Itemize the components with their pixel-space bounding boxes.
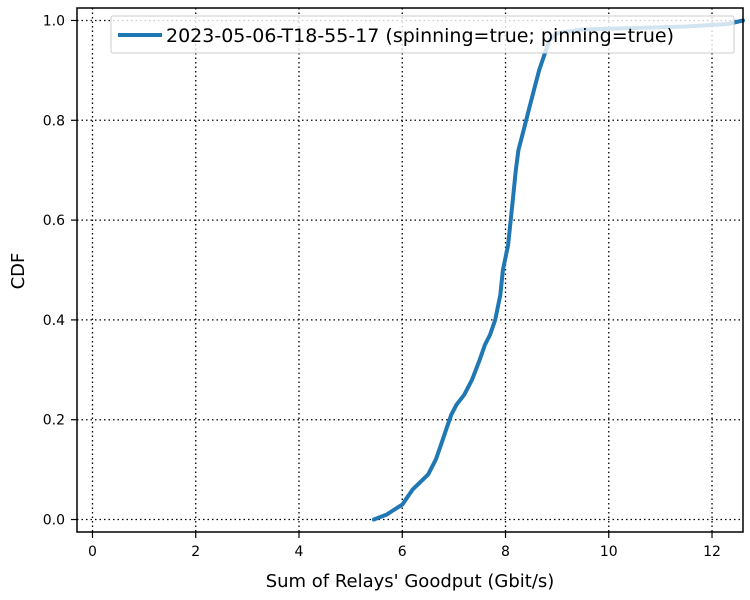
legend-box — [110, 15, 735, 54]
plot-frame — [76, 7, 744, 533]
x-tick-label: 12 — [703, 544, 721, 560]
legend-label: 2023-05-06-T18-55-17 (spinning=true; pin… — [166, 25, 674, 47]
y-tick-label: 0.0 — [43, 513, 65, 529]
x-tick-label: 0 — [88, 544, 97, 560]
y-tick-label: 0.8 — [43, 113, 65, 129]
axis-ticks: 0 2 4 6 8 10 12 0.0 0.2 0.4 0.6 0.8 1.0 — [43, 13, 721, 560]
x-tick-label: 10 — [600, 544, 618, 560]
x-tick-label: 4 — [295, 544, 304, 560]
x-axis-label: Sum of Relays' Goodput (Gbit/s) — [266, 571, 555, 592]
x-tick-label: 2 — [191, 544, 200, 560]
y-tick-label: 0.2 — [43, 413, 65, 429]
y-tick-label: 0.6 — [43, 213, 65, 229]
x-tick-label: 6 — [398, 544, 407, 560]
legend: 2023-05-06-T18-55-17 (spinning=true; pin… — [110, 15, 735, 54]
y-tick-label: 1.0 — [43, 13, 65, 29]
x-tick-label: 8 — [501, 544, 510, 560]
y-axis-label: CDF — [8, 253, 29, 290]
y-tick-label: 0.4 — [43, 313, 65, 329]
